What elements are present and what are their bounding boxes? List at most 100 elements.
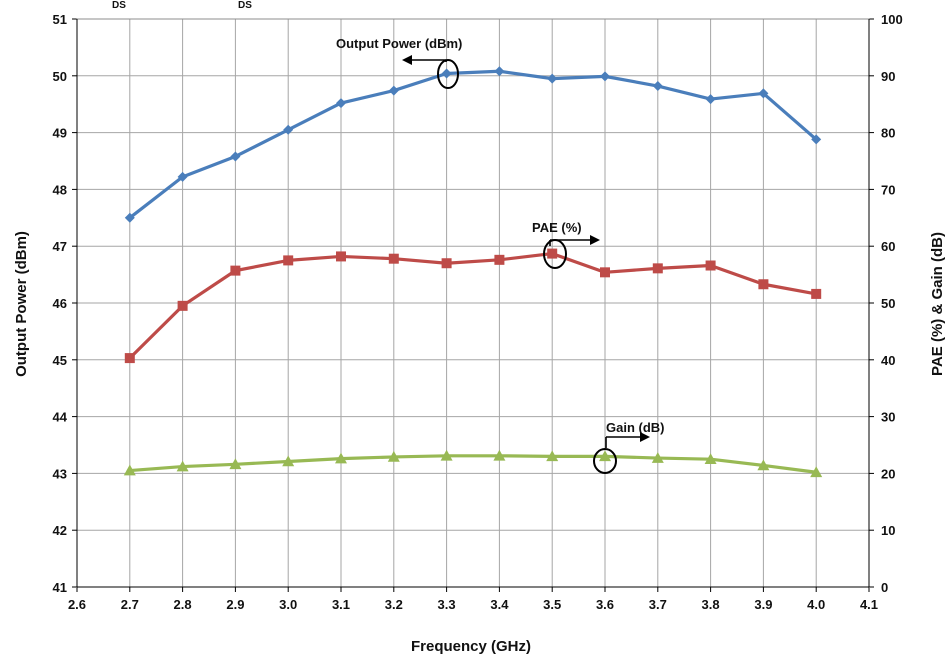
marker-output-power xyxy=(388,85,399,96)
marker-pae xyxy=(336,251,346,262)
marker-pae xyxy=(388,253,399,264)
annotation-output-power-arrowhead xyxy=(402,55,412,65)
grid xyxy=(76,18,870,588)
marker-gain xyxy=(229,458,242,470)
y-left-tick-label: 45 xyxy=(53,353,67,368)
marker-output-power xyxy=(547,73,558,84)
marker-gain xyxy=(599,450,611,462)
x-tick-label: 2.9 xyxy=(226,597,244,612)
marker-gain xyxy=(282,455,295,467)
y-left-tick-label: 46 xyxy=(53,296,67,311)
y-left-tick-label: 44 xyxy=(53,410,68,425)
annotation-gain-circle xyxy=(593,448,617,474)
annotations: Output Power (dBm) PAE (%) Gain (dB) xyxy=(336,36,665,474)
marker-pae xyxy=(124,353,135,364)
y-right-tick-label: 100 xyxy=(881,12,903,27)
x-tick-label: 3.5 xyxy=(543,597,561,612)
marker-gain xyxy=(546,450,559,462)
axes xyxy=(72,18,874,592)
y-left-tick-label: 47 xyxy=(53,239,67,254)
top-caption-fragment: DS xyxy=(112,0,126,11)
marker-output-power xyxy=(758,88,769,99)
annotation-pae: PAE (%) xyxy=(532,220,582,235)
series-line-pae xyxy=(128,251,817,360)
x-tick-label: 3.3 xyxy=(438,597,456,612)
x-tick-label: 3.0 xyxy=(279,597,297,612)
y-right-axis-title: PAE (%) & Gain (dB) xyxy=(929,232,946,376)
x-tick-label: 3.8 xyxy=(702,597,720,612)
marker-output-power xyxy=(230,151,241,162)
x-tick-label: 4.1 xyxy=(860,597,878,612)
marker-pae xyxy=(758,279,769,290)
marker-pae xyxy=(547,248,558,259)
series-line-output-power xyxy=(128,69,818,220)
x-tick-label: 4.0 xyxy=(807,597,825,612)
marker-output-power xyxy=(811,134,822,145)
y-left-tick-label: 50 xyxy=(53,69,67,84)
y-right-tick-label: 80 xyxy=(881,126,895,141)
series-line-gain xyxy=(129,454,817,474)
y-left-tick-label: 41 xyxy=(53,580,67,595)
marker-output-power xyxy=(705,94,716,105)
y-right-tick-labels: 0 10 20 30 40 50 60 70 80 90 100 xyxy=(881,12,903,595)
y-left-tick-label: 43 xyxy=(53,466,67,481)
marker-pae xyxy=(600,267,610,278)
annotation-gain-arrowhead xyxy=(640,432,650,442)
marker-pae xyxy=(811,288,822,299)
y-right-tick-label: 0 xyxy=(881,580,888,595)
x-tick-label: 2.6 xyxy=(68,597,86,612)
y-right-tick-label: 20 xyxy=(881,466,895,481)
annotation-pae-arrowhead xyxy=(590,235,600,245)
marker-pae xyxy=(230,265,241,276)
x-tick-label: 3.7 xyxy=(649,597,667,612)
marker-gain xyxy=(176,460,189,472)
x-tick-label: 2.7 xyxy=(121,597,139,612)
marker-pae xyxy=(441,258,452,269)
y-left-tick-labels: 41 42 43 44 45 46 47 48 49 50 51 xyxy=(53,12,68,595)
x-tick-label: 3.2 xyxy=(385,597,403,612)
series-markers xyxy=(123,66,823,478)
marker-output-power xyxy=(494,66,505,77)
x-tick-label: 3.6 xyxy=(596,597,614,612)
marker-pae xyxy=(705,260,716,271)
y-right-tick-label: 60 xyxy=(881,239,895,254)
x-tick-labels: 2.6 2.7 2.8 2.9 3.0 3.1 3.2 3.3 3.4 3.5 3.6 3.7 3.8 3… xyxy=(68,597,878,612)
marker-pae xyxy=(494,254,505,265)
y-right-tick-label: 90 xyxy=(881,69,895,84)
x-axis-title: Frequency (GHz) xyxy=(411,638,531,655)
y-left-tick-label: 48 xyxy=(53,182,67,197)
y-right-tick-label: 70 xyxy=(881,182,895,197)
marker-gain xyxy=(335,452,347,464)
top-caption-fragment-2: DS xyxy=(238,0,252,11)
marker-gain xyxy=(651,452,664,463)
marker-output-power xyxy=(336,98,346,109)
y-left-axis-title: Output Power (dBm) xyxy=(13,231,30,377)
marker-output-power xyxy=(441,68,452,79)
marker-pae xyxy=(177,300,188,311)
y-left-tick-label: 42 xyxy=(53,523,67,538)
series-lines xyxy=(128,69,818,474)
marker-gain xyxy=(387,450,400,462)
marker-gain xyxy=(757,459,770,471)
y-right-tick-label: 40 xyxy=(881,353,895,368)
marker-output-power xyxy=(177,171,188,182)
x-tick-label: 3.4 xyxy=(490,597,509,612)
annotation-output-power-circle xyxy=(437,59,459,89)
x-tick-label: 3.9 xyxy=(754,597,772,612)
y-right-tick-label: 10 xyxy=(881,523,895,538)
marker-pae xyxy=(283,255,294,266)
y-right-tick-label: 30 xyxy=(881,410,895,425)
annotation-output-power: Output Power (dBm) xyxy=(336,36,462,51)
x-tick-label: 3.1 xyxy=(332,597,350,612)
y-left-tick-label: 49 xyxy=(53,126,67,141)
y-left-tick-label: 51 xyxy=(53,12,67,27)
marker-output-power xyxy=(124,212,135,223)
y-right-tick-label: 50 xyxy=(881,296,895,311)
marker-gain xyxy=(704,453,717,464)
annotation-gain: Gain (dB) xyxy=(606,420,665,435)
marker-output-power xyxy=(283,124,294,135)
marker-output-power xyxy=(652,81,663,92)
marker-gain xyxy=(440,449,453,461)
marker-gain xyxy=(123,464,136,476)
